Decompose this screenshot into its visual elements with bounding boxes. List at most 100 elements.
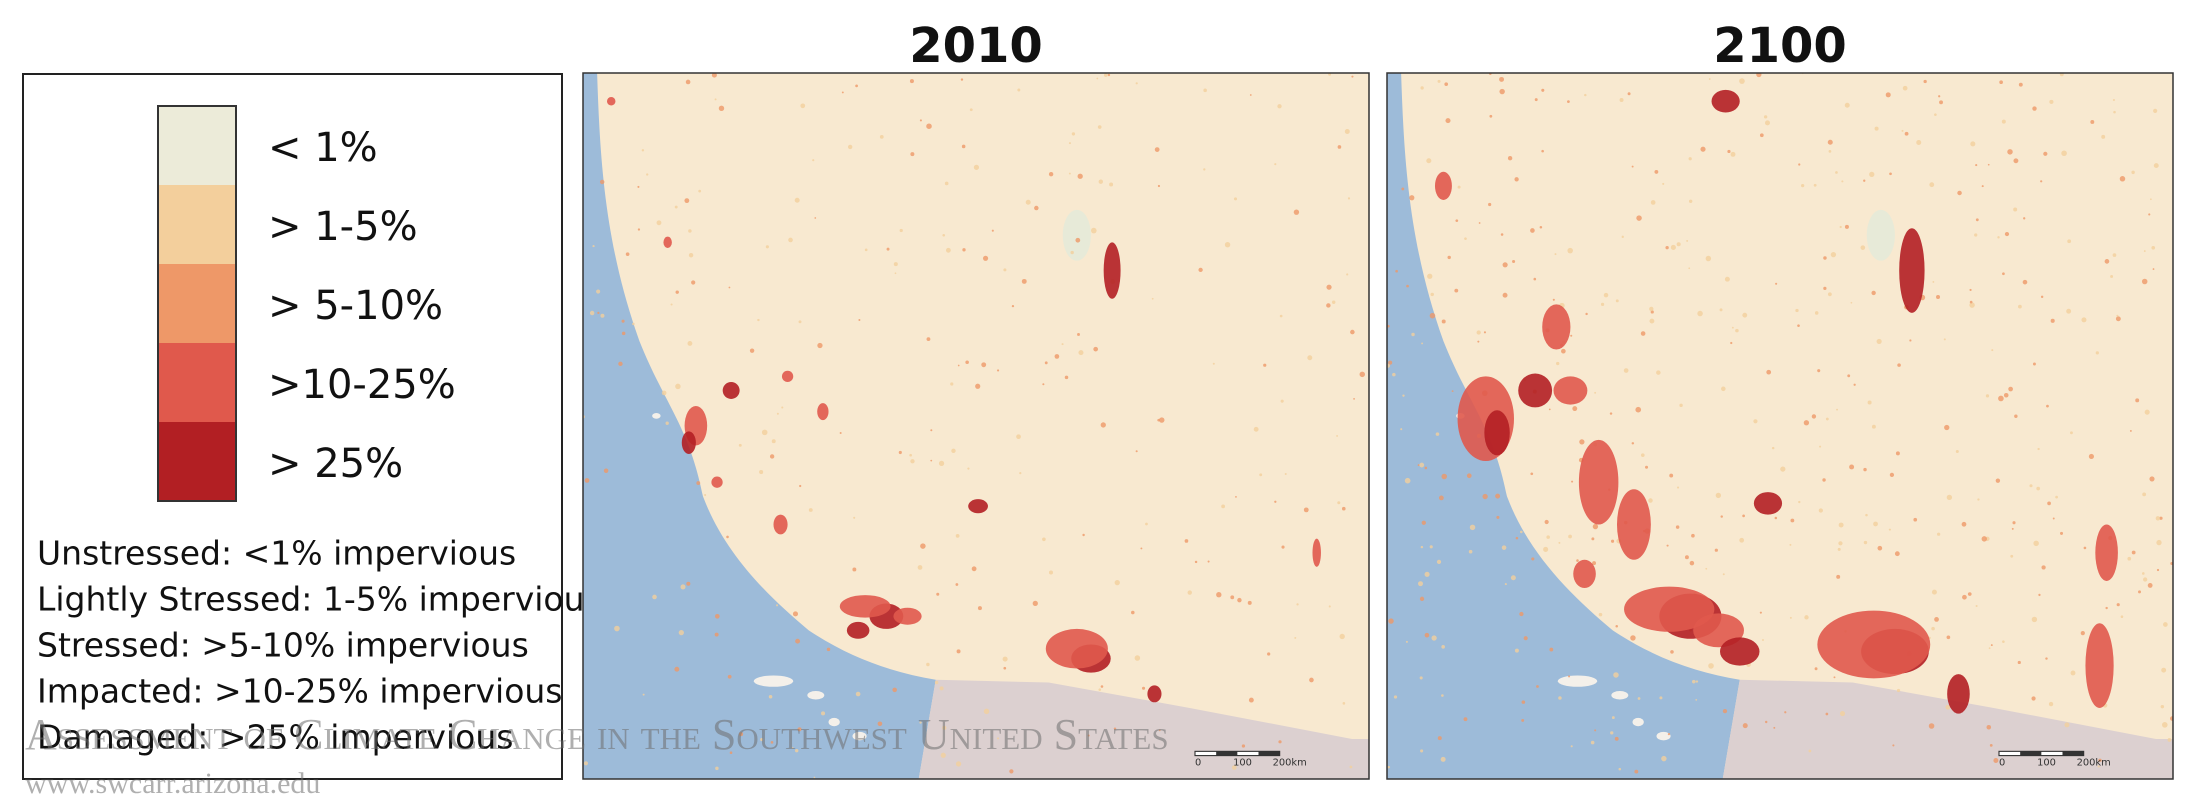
urban-speck (678, 629, 684, 636)
urban-speck (788, 237, 793, 243)
urban-speck (2115, 316, 2121, 322)
urban-speck (685, 79, 691, 85)
urban-speck (1721, 386, 1726, 392)
urban-speck (1837, 547, 1841, 551)
urban-area (1719, 637, 1760, 666)
urban-speck (1309, 677, 1314, 683)
urban-speck (1068, 172, 1071, 175)
urban-speck (1650, 200, 1656, 205)
urban-speck (919, 721, 922, 724)
urban-area (1753, 492, 1783, 515)
urban-speck (808, 508, 813, 512)
urban-speck (1946, 494, 1953, 501)
urban-speck (1827, 292, 1832, 297)
urban-speck (1359, 371, 1365, 378)
urban-speck (1780, 466, 1786, 472)
urban-speck (1798, 163, 1801, 166)
urban-speck (715, 766, 719, 771)
urban-speck (1849, 464, 1855, 470)
urban-speck (1615, 299, 1619, 303)
urban-speck (1773, 726, 1776, 729)
urban-speck (1592, 523, 1599, 530)
urban-speck (1552, 298, 1555, 301)
urban-speck (1724, 276, 1730, 282)
urban-speck (1499, 88, 1505, 95)
urban-speck (1093, 346, 1099, 352)
urban-speck (797, 727, 802, 732)
urban-speck (1730, 341, 1733, 345)
urban-speck (981, 362, 987, 368)
urban-speck (2040, 180, 2043, 183)
urban-speck (726, 535, 729, 539)
urban-speck (2156, 539, 2162, 546)
urban-area (773, 514, 788, 535)
urban-speck (1417, 464, 1420, 467)
urban-speck (2043, 151, 2048, 156)
urban-speck (936, 592, 940, 596)
urban-speck (1896, 688, 1901, 693)
urban-speck (1722, 708, 1728, 714)
urban-speck (934, 680, 939, 685)
urban-speck (1530, 228, 1535, 233)
urban-speck (2101, 134, 2106, 139)
urban-speck (1048, 570, 1054, 575)
urban-speck (1957, 190, 1962, 196)
urban-speck (1931, 589, 1937, 595)
urban-speck (761, 429, 768, 436)
urban-speck (776, 604, 779, 607)
urban-speck (1107, 73, 1111, 77)
urban-speck (1567, 247, 1573, 254)
urban-speck (2045, 657, 2048, 660)
urban-speck (1838, 541, 1843, 546)
urban-speck (749, 348, 755, 353)
urban-speck (996, 369, 1000, 372)
watermark-title: Assessment of Climate Change in the Sout… (25, 710, 1169, 759)
urban-speck (1572, 406, 1578, 412)
urban-speck (1495, 493, 1501, 499)
urban-speck (646, 173, 649, 176)
urban-speck (2163, 622, 2168, 627)
urban-speck (1871, 290, 1876, 296)
urban-speck (1591, 537, 1595, 541)
urban-speck (1241, 744, 1246, 748)
urban-speck (1970, 141, 1976, 147)
urban-speck (1659, 696, 1663, 700)
urban-speck (1645, 465, 1649, 469)
urban-speck (2129, 429, 2132, 432)
urban-speck (792, 611, 799, 617)
urban-speck (2001, 119, 2006, 124)
urban-speck (776, 412, 779, 415)
urban-speck (781, 406, 784, 409)
urban-speck (1554, 253, 1557, 256)
urban-area (846, 621, 870, 639)
urban-speck (1689, 560, 1695, 566)
urban-speck (1441, 694, 1444, 697)
urban-speck (1351, 75, 1354, 78)
urban-speck (1549, 647, 1554, 652)
urban-speck (1600, 302, 1605, 306)
urban-speck (1989, 744, 1993, 747)
urban-speck (584, 478, 590, 483)
urban-speck (1042, 383, 1045, 386)
urban-speck (1441, 473, 1448, 480)
urban-speck (1521, 718, 1525, 722)
urban-speck (675, 383, 681, 390)
urban-speck (945, 247, 951, 253)
urban-speck (1666, 544, 1669, 547)
urban-speck (2037, 447, 2040, 451)
urban-speck (1158, 729, 1161, 732)
urban-areas (583, 73, 1365, 779)
urban-speck (1568, 534, 1572, 539)
urban-speck (1420, 545, 1424, 549)
urban-speck (1216, 592, 1222, 598)
urban-speck (637, 185, 640, 188)
urban-speck (1418, 581, 1423, 587)
urban-speck (1774, 516, 1778, 520)
urban-speck (1789, 543, 1792, 546)
urban-speck (1827, 139, 1833, 145)
urban-speck (2156, 568, 2160, 572)
urban-speck (1567, 100, 1570, 104)
urban-speck (795, 638, 801, 644)
urban-speck (2097, 765, 2100, 768)
